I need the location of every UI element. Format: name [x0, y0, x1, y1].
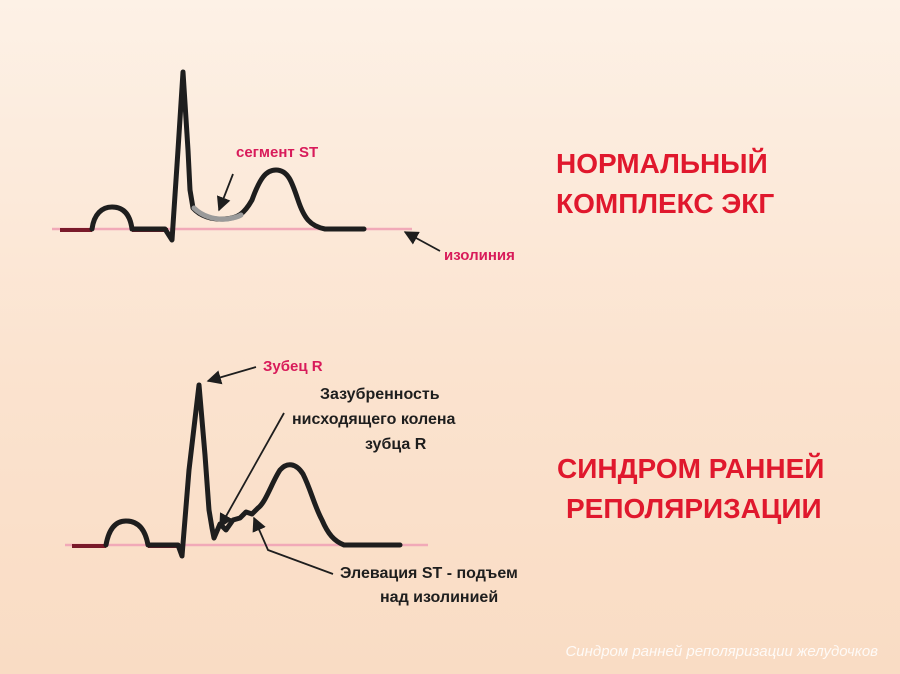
r-wave-label: Зубец R	[263, 358, 323, 375]
r-wave-arrow	[206, 366, 257, 385]
normal-heading-line1: НОРМАЛЬНЫЙ	[556, 147, 768, 179]
elevation-label-line2: над изолинией	[380, 589, 498, 606]
elevation-arrow	[252, 516, 334, 575]
notch-label-line1: Зазубренность	[320, 386, 440, 403]
notch-arrow	[219, 412, 285, 529]
normal-heading-line2: КОМПЛЕКС ЭКГ	[556, 188, 774, 219]
notch-label-line2: нисходящего колена	[292, 411, 456, 428]
watermark-caption: Синдром ранней реполяризации желудочков	[565, 643, 878, 660]
isoline-arrow	[403, 231, 441, 252]
isoline-label: изолиния	[444, 247, 515, 264]
normal-ecg-group: сегмент ST изолиния НОРМАЛЬНЫЙ КОМПЛЕКС …	[52, 69, 774, 264]
normal-ecg-trace	[89, 69, 367, 243]
elevation-label-line1: Элевация ST - подъем	[340, 565, 518, 582]
erp-heading-line1: СИНДРОМ РАННЕЙ	[557, 452, 824, 484]
notch-label-line3: зубца R	[365, 436, 427, 453]
st-segment-highlight	[191, 205, 244, 222]
st-segment-label: сегмент ST	[236, 144, 318, 161]
erp-ecg-trace	[103, 382, 403, 559]
erp-ecg-group: Зубец R Зазубренность нисходящего колена…	[65, 358, 824, 606]
st-segment-arrow	[216, 173, 234, 212]
erp-heading-line2: РЕПОЛЯРИЗАЦИИ	[566, 493, 822, 524]
